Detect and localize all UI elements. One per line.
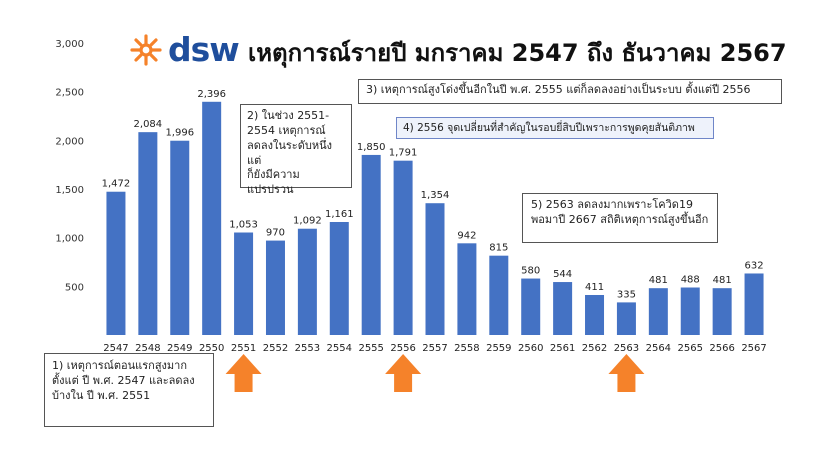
bar-2551 [234, 232, 254, 335]
bar-2560 [521, 278, 541, 335]
value-label-2549: 1,996 [165, 128, 194, 139]
y-tick-label: 500 [65, 282, 84, 293]
x-tick-label-2560: 2560 [518, 343, 543, 354]
value-label-2553: 1,092 [293, 216, 322, 227]
bar-2562 [585, 294, 605, 335]
bar-2555 [361, 154, 381, 335]
value-label-2565: 488 [681, 275, 700, 286]
up-arrow-icon [608, 354, 645, 392]
value-label-2552: 970 [266, 228, 285, 239]
value-label-2557: 1,354 [421, 190, 450, 201]
value-label-2547: 1,472 [102, 179, 131, 190]
bar-2565 [680, 287, 700, 335]
bars [106, 101, 764, 335]
value-label-2556: 1,791 [389, 148, 418, 159]
x-tick-label-2556: 2556 [390, 343, 415, 354]
annotation-note-3: 3) เหตุการณ์สูงโด่งขึ้นอีกในปี พ.ศ. 2555… [358, 79, 782, 104]
bar-2563 [616, 302, 636, 335]
value-label-2550: 2,396 [197, 89, 226, 100]
x-tick-label-2552: 2552 [263, 343, 288, 354]
bar-2566 [712, 288, 732, 335]
y-tick-label: 2,000 [55, 136, 84, 147]
up-arrow-icon [385, 354, 422, 392]
value-label-2562: 411 [585, 282, 604, 293]
bar-2559 [489, 255, 509, 335]
dsw-logo: dsw [128, 30, 240, 69]
x-tick-label-2547: 2547 [103, 343, 128, 354]
y-axis: 3,000 2,500 2,000 1,500 1,000 500 [55, 39, 84, 293]
y-tick-label: 1,000 [55, 234, 84, 245]
bar-2558 [457, 243, 477, 335]
bar-2548 [138, 132, 158, 335]
bar-2557 [425, 203, 445, 335]
logo-text: dsw [168, 30, 240, 69]
x-tick-label-2561: 2561 [550, 343, 575, 354]
y-tick-label: 1,500 [55, 185, 84, 196]
value-label-2564: 481 [649, 275, 668, 286]
value-label-2554: 1,161 [325, 209, 354, 220]
chart-title: เหตุการณ์รายปี มกราคม 2547 ถึง ธันวาคม 2… [248, 39, 787, 67]
value-label-2548: 2,084 [134, 119, 163, 130]
highlight-arrows [225, 354, 645, 392]
value-label-2559: 815 [489, 243, 508, 254]
x-tick-label-2555: 2555 [358, 343, 383, 354]
x-tick-label-2559: 2559 [486, 343, 511, 354]
bar-2554 [329, 221, 349, 335]
bar-2549 [170, 140, 190, 335]
bar-2553 [297, 228, 317, 335]
value-label-2551: 1,053 [229, 220, 258, 231]
bar-2550 [202, 101, 222, 335]
x-tick-labels: 2547 2548 2549 2550 2551 2552 2553 2554 2555 2556… [103, 343, 767, 354]
value-label-2567: 632 [745, 260, 764, 271]
value-label-2558: 942 [457, 230, 476, 241]
y-tick-label: 3,000 [55, 39, 84, 50]
annotation-note-5: 5) 2563 ลดลงมากเพราะโควิด19 พอมาปี 2667 … [522, 193, 718, 243]
x-tick-label-2549: 2549 [167, 343, 192, 354]
y-tick-label: 2,500 [55, 88, 84, 99]
x-tick-label-2567: 2567 [741, 343, 766, 354]
x-tick-label-2562: 2562 [582, 343, 607, 354]
value-label-2563: 335 [617, 289, 636, 300]
x-tick-label-2550: 2550 [199, 343, 224, 354]
up-arrow-icon [225, 354, 262, 392]
bar-2564 [648, 288, 668, 335]
x-tick-label-2565: 2565 [678, 343, 703, 354]
value-label-2560: 580 [521, 266, 540, 277]
x-tick-label-2548: 2548 [135, 343, 160, 354]
annotation-note-1: 1) เหตุการณ์ตอนแรกสูงมาก ตั้งแต่ ปี พ.ศ.… [44, 353, 214, 427]
value-label-2561: 544 [553, 269, 572, 280]
dsw-logo-mark-icon [130, 33, 162, 66]
value-label-2566: 481 [713, 275, 732, 286]
x-tick-label-2557: 2557 [422, 343, 447, 354]
x-tick-label-2558: 2558 [454, 343, 479, 354]
bar-2561 [553, 282, 573, 335]
bar-2552 [265, 240, 285, 335]
annotation-note-4: 4) 2556 จุดเปลี่ยนที่สำคัญในรอบยี่สิบปีเ… [396, 117, 714, 139]
bar-2547 [106, 191, 126, 335]
x-tick-label-2566: 2566 [709, 343, 734, 354]
x-tick-label-2551: 2551 [231, 343, 256, 354]
x-tick-label-2564: 2564 [646, 343, 671, 354]
annotation-note-2: 2) ในช่วง 2551- 2554 เหตุการณ์ ลดลงในระด… [240, 104, 352, 196]
value-label-2555: 1,850 [357, 142, 386, 153]
bar-2556 [393, 160, 413, 335]
x-tick-label-2563: 2563 [614, 343, 639, 354]
x-tick-label-2554: 2554 [327, 343, 352, 354]
bar-2567 [744, 273, 764, 335]
x-tick-label-2553: 2553 [295, 343, 320, 354]
